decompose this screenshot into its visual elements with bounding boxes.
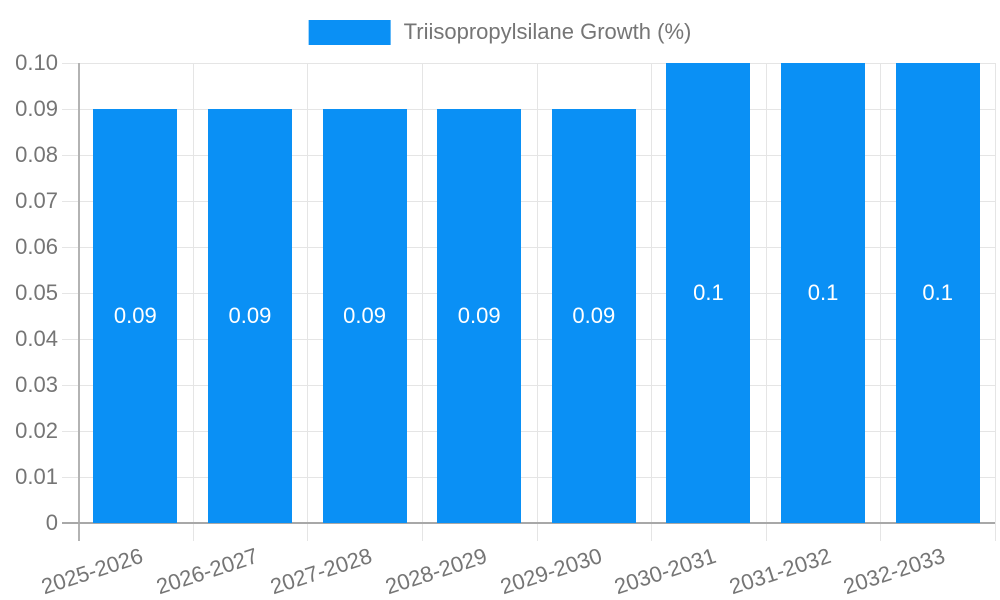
y-gridline	[62, 109, 995, 110]
y-gridline	[62, 155, 995, 156]
y-axis-line	[78, 63, 80, 541]
bar-value-label: 0.09	[572, 303, 616, 328]
x-axis-tick-label: 2027-2028	[267, 543, 376, 600]
x-axis-tick-label: 2032-2033	[840, 543, 949, 600]
x-gridline	[651, 63, 653, 541]
y-gridline	[62, 477, 995, 478]
bar[interactable]	[551, 109, 636, 523]
bar[interactable]	[895, 63, 980, 523]
bar-value-label: 0.09	[343, 303, 386, 328]
bar-value-label: 0.09	[457, 303, 501, 328]
y-axis-tick-label: 0.04	[15, 326, 58, 351]
bar[interactable]	[322, 109, 407, 523]
x-gridline	[192, 63, 194, 541]
y-gridline	[62, 385, 995, 386]
x-axis-tick-label: 2025-2026	[38, 543, 147, 600]
x-axis-tick-label: 2028-2029	[382, 543, 490, 600]
y-axis-tick-label: 0.02	[15, 418, 58, 443]
y-gridline	[62, 247, 995, 248]
x-gridline	[536, 63, 538, 541]
bar[interactable]	[93, 109, 178, 523]
x-axis-tick-label: 2029-2030	[496, 543, 605, 600]
x-gridline	[995, 63, 996, 541]
x-axis-tick-label: 2031-2032	[725, 543, 834, 600]
y-axis-tick-label: 0.10	[15, 50, 58, 75]
y-gridline	[62, 63, 995, 64]
bar-value-label: 0.1	[922, 280, 953, 305]
y-gridline	[62, 431, 995, 432]
y-axis-tick-label: 0.07	[15, 188, 58, 213]
bar[interactable]	[781, 63, 866, 523]
x-axis-line	[62, 522, 995, 524]
legend-label: Triisopropylsilane Growth (%)	[403, 19, 692, 44]
legend-item[interactable]: Triisopropylsilane Growth (%)	[308, 19, 692, 45]
bar-value-label: 0.1	[693, 280, 724, 305]
y-gridline	[62, 201, 995, 202]
bar-value-label: 0.09	[228, 303, 272, 328]
bar[interactable]	[666, 63, 751, 523]
x-gridline	[421, 63, 423, 541]
x-gridline	[880, 63, 882, 541]
x-axis-tick-label: 2030-2031	[611, 543, 720, 600]
y-axis-tick-label: 0.09	[15, 96, 58, 121]
y-axis-tick-label: 0.01	[15, 464, 58, 489]
y-gridline	[62, 339, 995, 340]
x-axis-tick-label: 2026-2027	[152, 543, 261, 600]
bar-value-label: 0.09	[113, 303, 157, 328]
x-gridline	[307, 63, 309, 541]
legend-swatch	[308, 19, 391, 45]
bar[interactable]	[207, 109, 292, 523]
bar[interactable]	[437, 109, 522, 523]
y-axis-tick-label: 0.05	[15, 280, 58, 305]
y-axis-tick-label: 0.03	[15, 372, 58, 397]
y-gridline	[62, 293, 995, 294]
y-axis-tick-label: 0	[45, 510, 58, 535]
y-axis-tick-label: 0.06	[15, 234, 58, 259]
x-gridline	[765, 63, 767, 541]
y-axis-tick-label: 0.08	[15, 142, 58, 167]
bar-value-label: 0.1	[807, 280, 839, 305]
